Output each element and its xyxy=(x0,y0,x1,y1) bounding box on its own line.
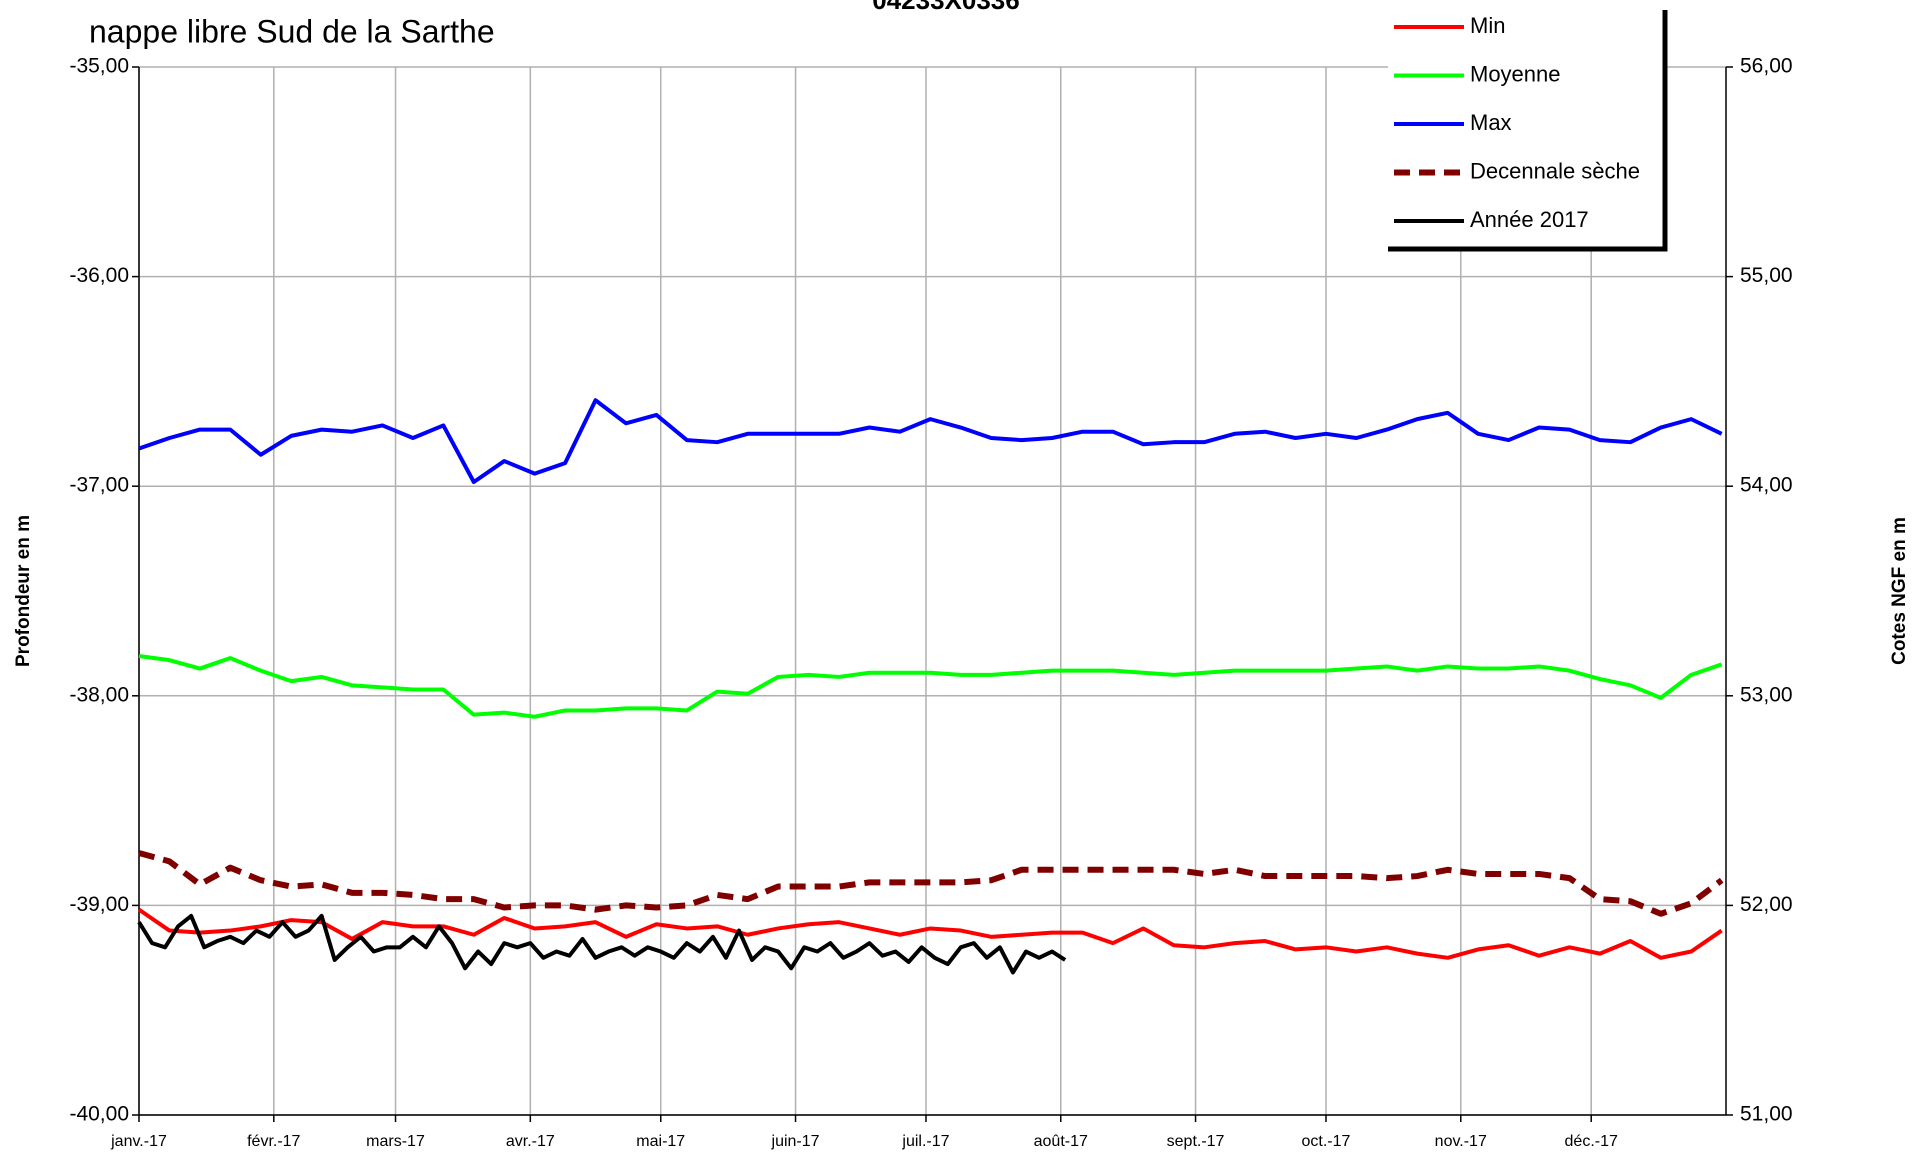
legend-label: Année 2017 xyxy=(1470,207,1589,232)
x-tick-label: févr.-17 xyxy=(247,1133,300,1150)
y-tick-label: -37,00 xyxy=(69,474,129,497)
x-tick-label: oct.-17 xyxy=(1302,1133,1351,1150)
series-line xyxy=(138,653,1723,719)
y2-tick-label: 52,00 xyxy=(1740,893,1793,916)
y2-axis-label: Cotes NGF en m xyxy=(1889,517,1910,665)
legend-label: Min xyxy=(1470,13,1505,38)
y-tick-label: -40,00 xyxy=(69,1103,129,1126)
series-line xyxy=(138,398,1723,485)
series-line xyxy=(137,907,1723,960)
x-tick-label: janv.-17 xyxy=(110,1133,167,1150)
x-tick-label: avr.-17 xyxy=(506,1133,555,1150)
y2-tick-label: 51,00 xyxy=(1740,1103,1793,1126)
legend-border xyxy=(1388,10,1668,252)
y-tick-label: -39,00 xyxy=(69,893,129,916)
x-tick-label: juin-17 xyxy=(771,1133,820,1150)
y-tick-label: -35,00 xyxy=(69,55,129,78)
legend-label: Moyenne xyxy=(1470,61,1561,86)
x-tick-label: nov.-17 xyxy=(1435,1133,1487,1150)
y2-tick-label: 55,00 xyxy=(1740,264,1793,287)
y2-tick-label: 54,00 xyxy=(1740,474,1793,497)
x-tick-label: mars-17 xyxy=(366,1133,425,1150)
x-tick-label: juil.-17 xyxy=(901,1133,949,1150)
x-tick-label: sept.-17 xyxy=(1167,1133,1225,1150)
chart-title: 04233X0336 xyxy=(872,0,1019,15)
x-tick-label: mai-17 xyxy=(636,1133,685,1150)
legend-label: Max xyxy=(1470,110,1512,135)
y2-tick-label: 56,00 xyxy=(1740,55,1793,78)
y-tick-label: -36,00 xyxy=(69,264,129,287)
x-tick-label: août-17 xyxy=(1034,1133,1088,1150)
series-line xyxy=(138,850,1724,917)
y2-tick-label: 53,00 xyxy=(1740,683,1793,706)
series-line xyxy=(137,913,1067,975)
legend-label: Decennale sèche xyxy=(1470,158,1640,183)
chart-subtitle: nappe libre Sud de la Sarthe xyxy=(89,13,495,49)
y-axis-label: Profondeur en m xyxy=(13,515,34,667)
x-tick-label: déc.-17 xyxy=(1565,1133,1618,1150)
y-tick-label: -38,00 xyxy=(69,683,129,706)
